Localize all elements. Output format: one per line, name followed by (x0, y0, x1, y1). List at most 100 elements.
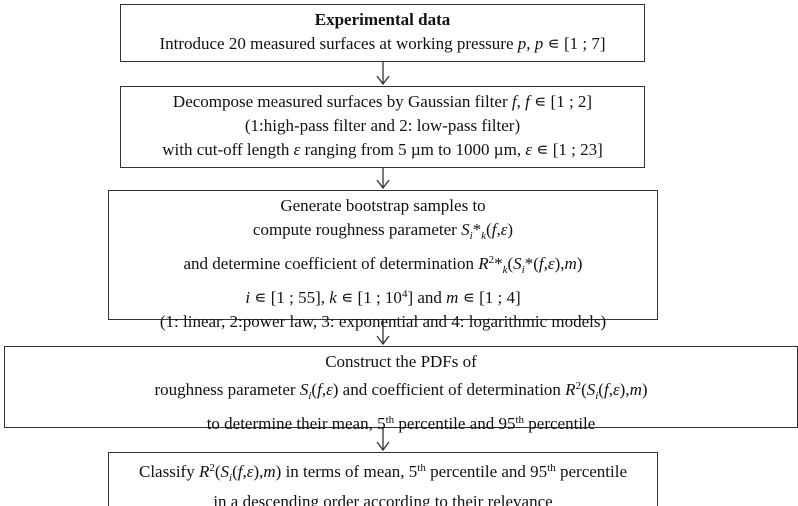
text-i: S (299, 380, 309, 399)
text-i: f (525, 92, 530, 111)
text-i: f (237, 462, 243, 481)
text-i: m (564, 254, 577, 273)
text-line: to determine their mean, 5th percentile … (5, 408, 797, 436)
text: ( (581, 380, 587, 399)
text-i: S (513, 254, 522, 273)
text-line: (1: linear, 2:power law, 3: exponential … (109, 310, 657, 334)
text: roughness parameter (154, 380, 300, 399)
text: ), (554, 254, 565, 273)
text: * (472, 220, 482, 239)
text: , (516, 92, 526, 111)
text: compute roughness parameter (252, 220, 462, 239)
text-i: m (629, 380, 642, 399)
text-sub: i (308, 390, 312, 402)
text-i: m (263, 462, 276, 481)
text: percentile (555, 462, 627, 481)
text-line: with cut-off length ε ranging from 5 µm … (121, 138, 644, 162)
text-i: R (478, 254, 489, 273)
text-line: (1:high-pass filter and 2: low-pass filt… (121, 114, 644, 138)
arrow (376, 62, 390, 86)
text-line: Construct the PDFs of (5, 350, 797, 374)
text-line: i ∊ [1 ; 55], k ∊ [1 ; 104] and m ∊ [1 ;… (109, 282, 657, 310)
text: in a descending order according to their… (213, 492, 553, 506)
text-line: Decompose measured surfaces by Gaussian … (121, 90, 644, 114)
text: Classify (138, 462, 199, 481)
text-sup: 4 (401, 288, 408, 300)
text-i: ε (326, 380, 333, 399)
text: * (494, 254, 503, 273)
text-sub: i (229, 472, 233, 484)
text-b: Experimental data (314, 10, 451, 29)
text: Generate bootstrap samples to (280, 196, 486, 215)
text-line: in a descending order according to their… (109, 490, 657, 506)
text-sup: th (417, 462, 426, 474)
text: with cut-off length (162, 140, 294, 159)
text-i: p (517, 34, 527, 53)
text: ] and (407, 288, 447, 307)
text: and determine coefficient of determinati… (183, 254, 479, 273)
text: , (321, 380, 327, 399)
text: *( (524, 254, 539, 273)
text: ) (641, 380, 648, 399)
text-i: R (565, 380, 576, 399)
text-sup: 2 (209, 462, 215, 474)
text: ∊ [1 ; 4] (458, 288, 521, 307)
text: Decompose measured surfaces by Gaussian … (172, 92, 512, 111)
text-line: Generate bootstrap samples to (109, 194, 657, 218)
text: ( (507, 254, 514, 273)
text-i: S (461, 220, 470, 239)
text-i: S (220, 462, 230, 481)
text-i: f (491, 220, 497, 239)
text: (1: linear, 2:power law, 3: exponential … (159, 312, 607, 331)
text: ∊ [1 ; 55], (250, 288, 330, 307)
text-i: R (198, 462, 210, 481)
text-line: Classify R2(Si(f,ε),m) in terms of mean,… (109, 456, 657, 490)
text-sup: th (385, 414, 395, 426)
box: Decompose measured surfaces by Gaussian … (120, 86, 645, 168)
box: Construct the PDFs of roughness parameter… (4, 346, 798, 433)
text-line: and determine coefficient of determinati… (109, 248, 657, 282)
arrow (376, 168, 390, 190)
text: ), (619, 380, 630, 399)
text-i: p (534, 34, 544, 53)
text: ( (214, 462, 221, 481)
text: percentile (524, 414, 596, 433)
text: (1:high-pass filter and 2: low-pass filt… (244, 116, 521, 135)
text: , (496, 220, 501, 239)
text-sup: 2 (575, 380, 582, 392)
arrow (376, 428, 390, 452)
text-i: f (511, 92, 517, 111)
text: ranging from 5 µm to 1000 µm, (300, 140, 526, 159)
text: Introduce 20 measured surfaces at workin… (159, 34, 518, 53)
text: ) (507, 220, 514, 239)
text-sup: th (547, 462, 556, 474)
text: ), (253, 462, 264, 481)
text-sub: i (595, 390, 599, 402)
text-line: roughness parameter Si(f,ε) and coeffici… (5, 374, 797, 408)
text-i: ε (525, 140, 533, 159)
text: percentile and 95 (425, 462, 548, 481)
box: Generate bootstrap samples to compute rou… (108, 190, 658, 331)
text-i: ε (293, 140, 301, 159)
text-i: ε (612, 380, 620, 399)
box: Classify R2(Si(f,ε),m) in terms of mean,… (108, 452, 658, 506)
text: , (608, 380, 613, 399)
text: , (526, 34, 535, 53)
text-sub: k (502, 264, 508, 276)
text: ( (311, 380, 318, 399)
text-line: Experimental data (121, 8, 644, 32)
text-i: ε (246, 462, 254, 481)
text: ∊ [1 ; 10 (336, 288, 402, 307)
text-i: S (586, 380, 596, 399)
text-sup: 2 (488, 254, 495, 266)
text: , (242, 462, 247, 481)
text: ∊ [1 ; 2] (529, 92, 593, 111)
text-line: Introduce 20 measured surfaces at workin… (121, 32, 644, 56)
text: , (543, 254, 548, 273)
text: to determine their mean, 5 (206, 414, 386, 433)
text: ( (598, 380, 604, 399)
text-sub: k (481, 230, 487, 242)
arrow (376, 320, 390, 346)
